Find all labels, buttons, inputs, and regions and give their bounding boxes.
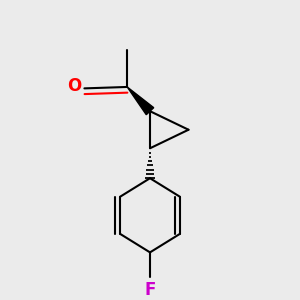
Text: O: O (67, 76, 82, 94)
Text: F: F (144, 281, 156, 299)
Polygon shape (127, 87, 154, 115)
